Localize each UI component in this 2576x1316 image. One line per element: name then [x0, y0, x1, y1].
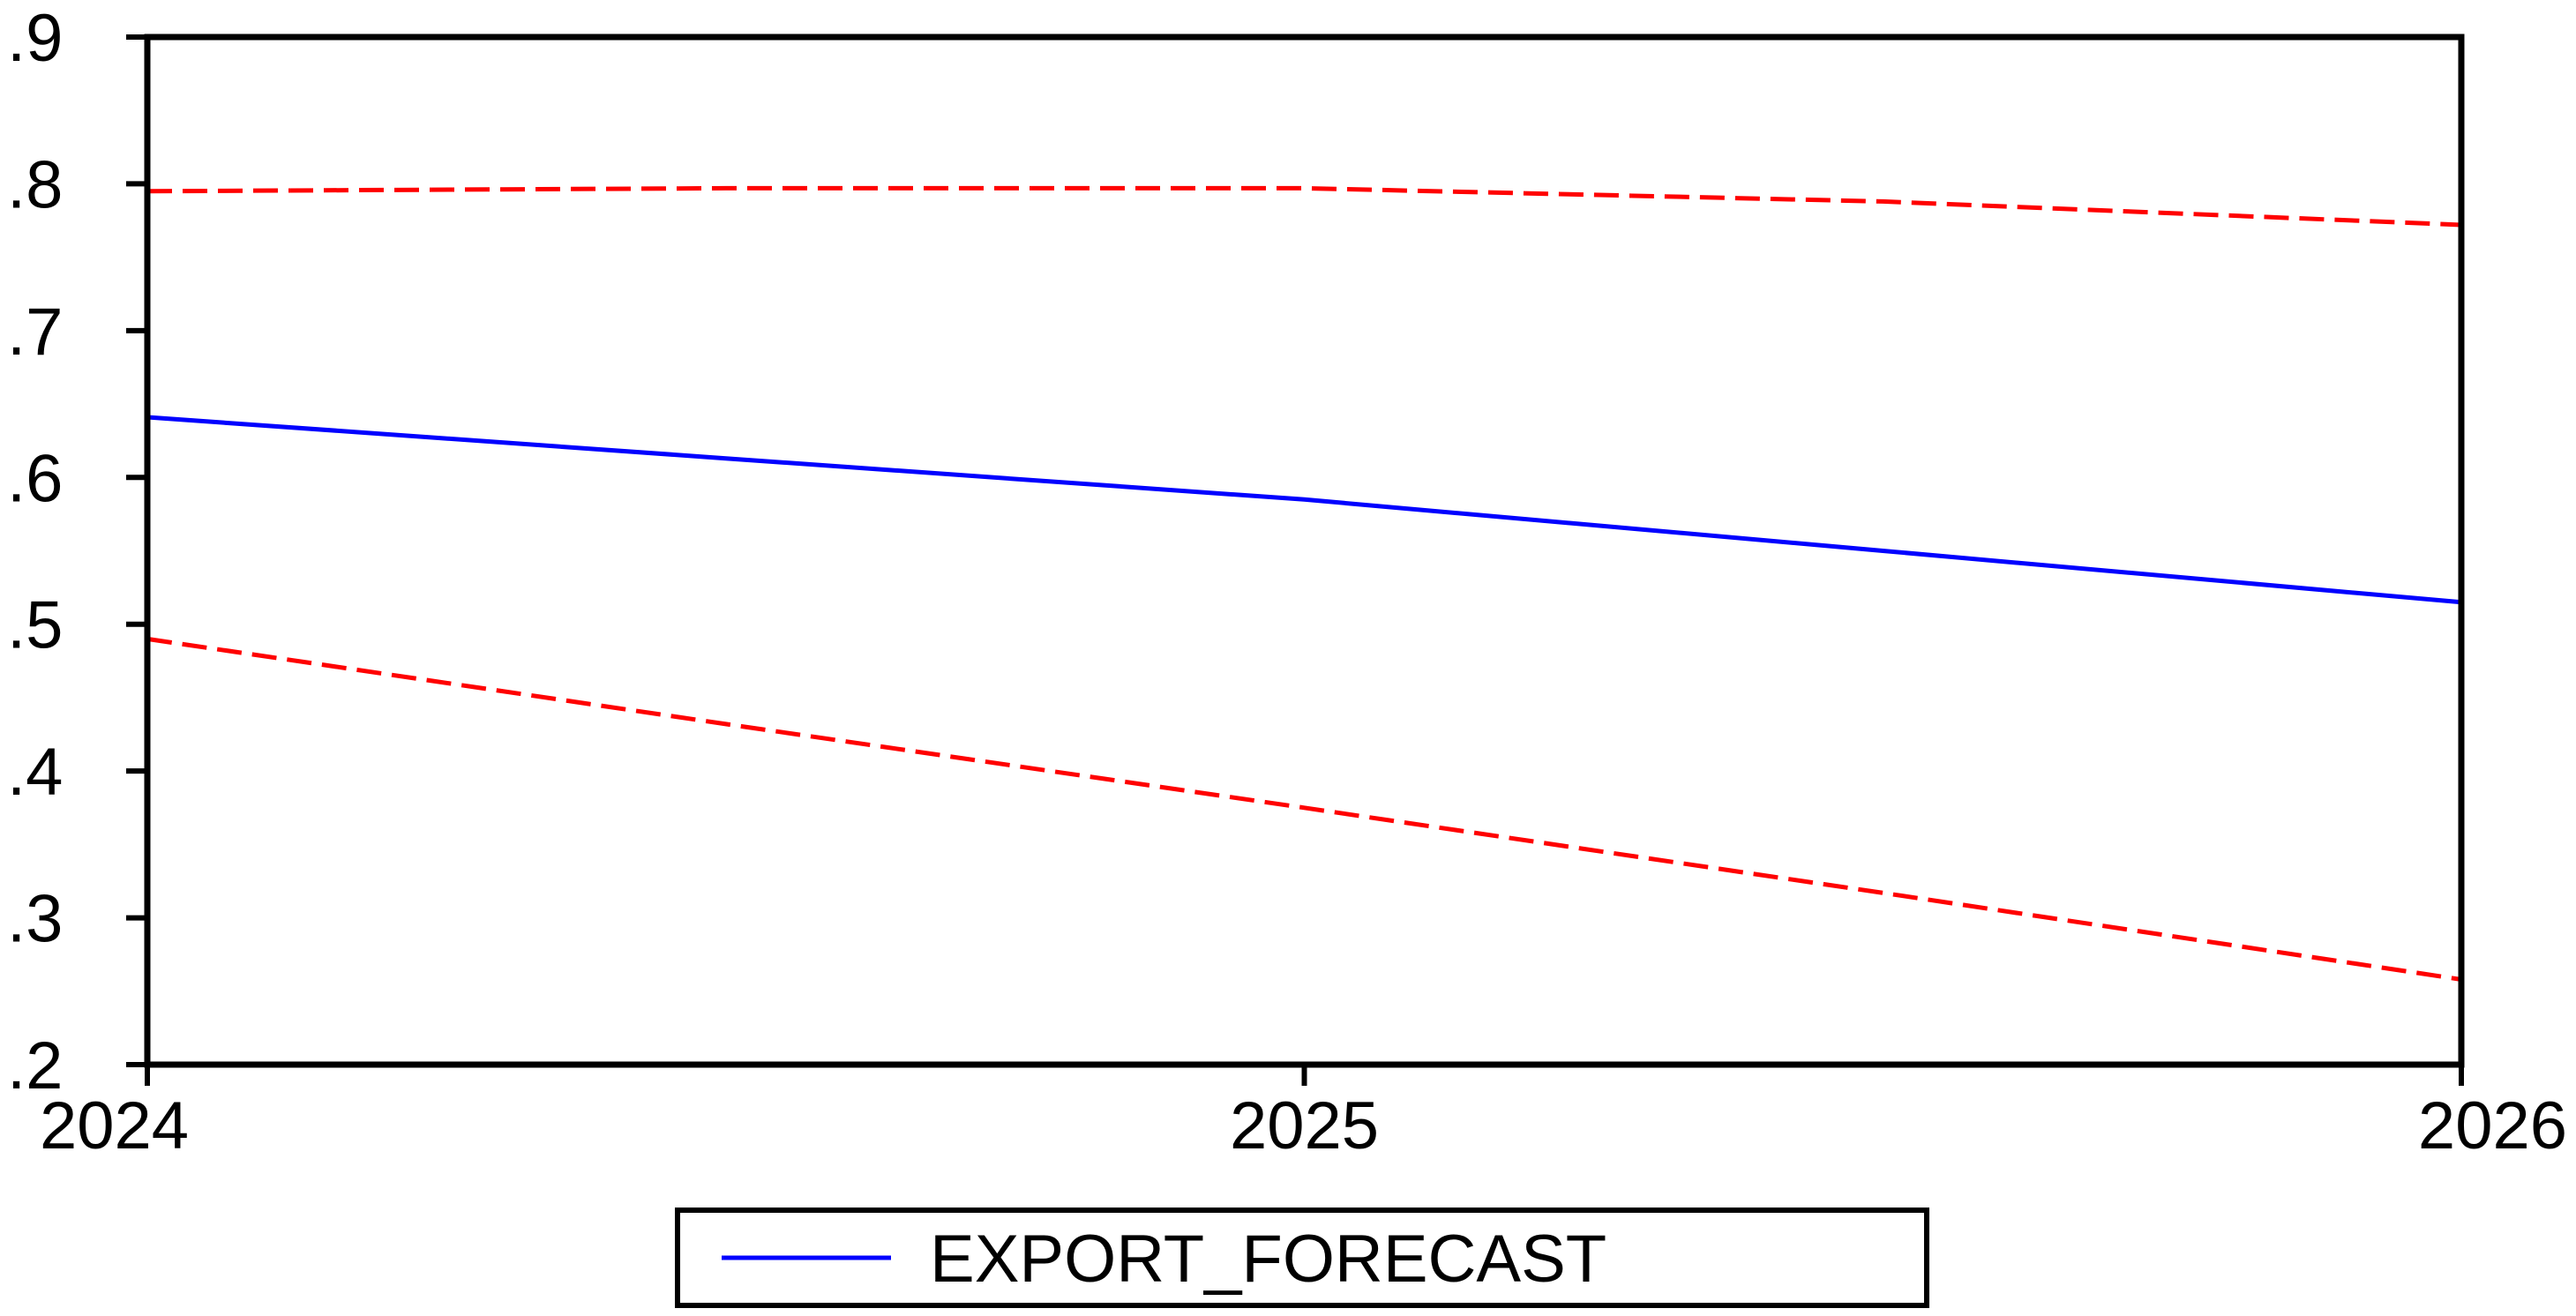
plot-frame — [144, 34, 2465, 1068]
x-tick-label: 2026 — [2418, 1088, 2567, 1163]
y-tick-label: .6 — [7, 441, 63, 516]
series-upper-bound-line — [146, 185, 2462, 228]
series-export-forecast-line — [146, 415, 2462, 605]
legend-label-export-forecast: EXPORT_FORECAST — [930, 1222, 1606, 1297]
series-lower-bound-line — [146, 636, 2462, 982]
y-tick-label: .2 — [7, 1028, 63, 1103]
y-tick-label: .7 — [7, 295, 63, 370]
y-tick-label: .4 — [7, 735, 63, 810]
legend: EXPORT_FORECAST — [675, 1208, 1929, 1308]
y-tick-label: .9 — [7, 1, 63, 76]
x-tick-label: 2024 — [40, 1088, 189, 1163]
y-tick-label: .8 — [7, 147, 63, 222]
series-layer — [146, 185, 2462, 982]
x-axis: 2024 2025 2026 — [40, 1065, 2567, 1163]
y-axis: .2 .3 .4 .5 .6 .7 .8 .9 — [7, 1, 147, 1103]
y-tick-label: .3 — [7, 882, 63, 957]
y-tick-label: .5 — [7, 588, 63, 663]
x-tick-label: 2025 — [1230, 1088, 1379, 1163]
